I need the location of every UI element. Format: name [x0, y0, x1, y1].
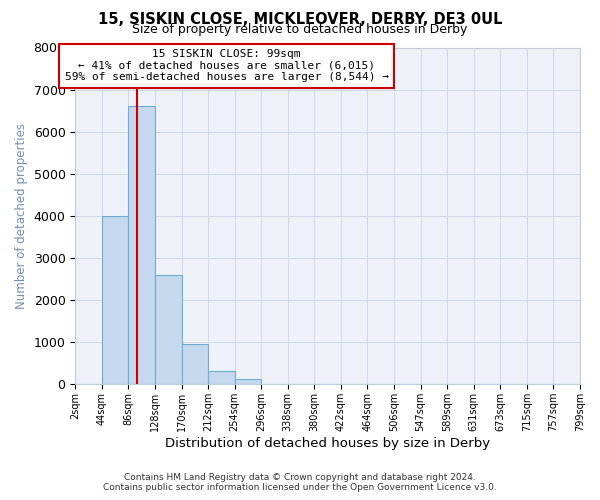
Bar: [102, 216, 128, 384]
Bar: [182, 344, 208, 385]
Text: 15 SISKIN CLOSE: 99sqm
← 41% of detached houses are smaller (6,015)
59% of semi-: 15 SISKIN CLOSE: 99sqm ← 41% of detached…: [65, 49, 389, 82]
Text: Size of property relative to detached houses in Derby: Size of property relative to detached ho…: [133, 22, 467, 36]
Bar: [235, 380, 261, 384]
X-axis label: Distribution of detached houses by size in Derby: Distribution of detached houses by size …: [165, 437, 490, 450]
Y-axis label: Number of detached properties: Number of detached properties: [15, 123, 28, 309]
Text: Contains HM Land Registry data © Crown copyright and database right 2024.
Contai: Contains HM Land Registry data © Crown c…: [103, 473, 497, 492]
Bar: [208, 371, 235, 384]
Text: 15, SISKIN CLOSE, MICKLEOVER, DERBY, DE3 0UL: 15, SISKIN CLOSE, MICKLEOVER, DERBY, DE3…: [98, 12, 502, 28]
Bar: [155, 275, 182, 384]
Bar: [128, 106, 155, 384]
